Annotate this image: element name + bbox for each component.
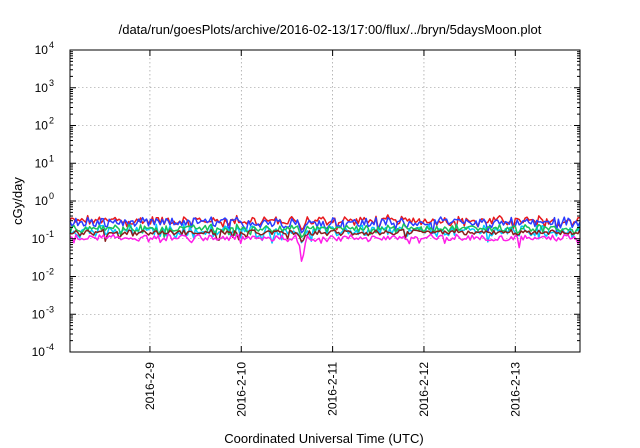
y-tick-exponent: 4 xyxy=(49,40,54,50)
y-tick-label: 103 xyxy=(35,78,54,95)
x-tick-label: 2016-2-13 xyxy=(508,362,522,417)
y-tick-label: 104 xyxy=(35,40,54,57)
y-tick-label: 101 xyxy=(35,153,54,170)
y-tick-exponent: -1 xyxy=(46,229,54,239)
y-axis-label: cGy/day xyxy=(10,177,25,225)
y-tick-exponent: -2 xyxy=(46,267,54,277)
y-tick-label: 10-4 xyxy=(32,342,54,359)
x-tick-label: 2016-2-9 xyxy=(143,362,157,410)
y-tick-label: 10-1 xyxy=(32,229,54,246)
y-tick-exponent: 3 xyxy=(49,78,54,88)
y-tick-exponent: 0 xyxy=(49,191,54,201)
y-tick-exponent: 1 xyxy=(49,153,54,163)
series-line xyxy=(69,228,581,243)
x-tick-label: 2016-2-10 xyxy=(234,362,248,417)
y-tick-exponent: -3 xyxy=(46,304,54,314)
grid-lines xyxy=(70,50,580,352)
y-tick-label: 10-3 xyxy=(32,304,54,321)
x-tick-label: 2016-2-12 xyxy=(417,362,431,417)
x-axis-label: Coordinated Universal Time (UTC) xyxy=(224,431,423,446)
y-tick-label: 102 xyxy=(35,116,54,133)
chart-title: /data/run/goesPlots/archive/2016-02-13/1… xyxy=(119,22,542,37)
series-group xyxy=(69,214,581,262)
series-line xyxy=(69,233,581,262)
y-tick-exponent: -4 xyxy=(46,342,54,352)
y-tick-label: 100 xyxy=(35,191,54,208)
x-tick-label: 2016-2-11 xyxy=(326,362,340,416)
y-tick-label: 10-2 xyxy=(32,267,54,284)
series-line xyxy=(69,223,581,239)
y-tick-exponent: 2 xyxy=(49,116,54,126)
x-axis: 2016-2-9 2016-2-10 2016-2-11 2016-2-12 2016-… xyxy=(143,50,522,417)
